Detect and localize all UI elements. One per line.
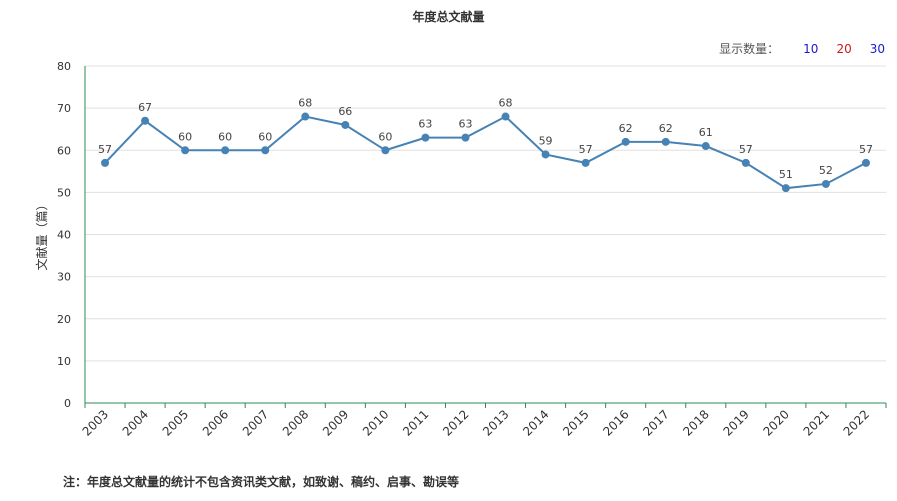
footnote: 注：年度总文献量的统计不包含资讯类文献，如致谢、稿约、启事、勘误等 [63,475,460,489]
data-label: 62 [659,122,673,135]
data-point [741,158,750,167]
display-count-option-10[interactable]: 10 [803,41,819,56]
data-label: 60 [218,130,232,143]
data-point [661,137,670,146]
data-point [861,158,870,167]
x-tick-label: 2013 [480,407,511,438]
x-tick-label: 2018 [680,407,711,438]
y-tick-label: 60 [57,144,71,157]
x-tick-label: 2020 [760,407,791,438]
y-tick-label: 40 [57,229,71,242]
data-label: 67 [138,101,152,114]
line-chart: 0 10 20 30 40 50 60 70 80 2003 2004 2005 2006 2007 200… [34,60,887,439]
x-tick-label: 2005 [160,407,191,438]
data-label: 51 [779,168,793,181]
y-tick-label: 0 [64,397,71,410]
data-point [421,133,430,142]
x-tick-label: 2014 [520,407,551,438]
data-label: 60 [378,130,392,143]
x-tick-label: 2010 [360,407,391,438]
series-line [104,115,867,190]
data-point [501,112,510,121]
display-count-selector: 显示数量： 10 20 30 [719,40,885,57]
data-label: 57 [98,143,112,156]
data-label: 62 [619,122,633,135]
data-label: 57 [859,143,873,156]
data-label: 59 [539,134,553,147]
data-point [101,158,110,167]
data-label: 66 [338,105,352,118]
y-tick-label: 80 [57,60,71,73]
x-tick-label: 2011 [400,407,431,438]
x-tick-label: 2004 [120,407,151,438]
data-label: 52 [819,164,833,177]
y-tick-label: 10 [57,355,71,368]
data-point [461,133,470,142]
x-tick-label: 2022 [841,407,872,438]
display-count-option-30[interactable]: 30 [869,41,885,56]
data-point [541,150,550,159]
y-tick-label: 30 [57,271,71,284]
x-tick-label: 2007 [240,407,271,438]
data-point [821,179,830,188]
data-label: 60 [178,130,192,143]
display-count-label: 显示数量： [719,42,780,56]
data-label: 68 [298,97,312,110]
y-tick-label: 20 [57,313,71,326]
data-point [181,146,190,155]
y-axis-title: 文献量（篇） [34,198,49,270]
x-tick-label: 2015 [560,407,591,438]
x-tick-label: 2012 [440,407,471,438]
data-label: 57 [579,143,593,156]
data-point [141,116,150,125]
y-tick-label: 50 [57,186,71,199]
data-point [301,112,310,121]
data-point [261,146,270,155]
x-tick-label: 2009 [320,407,351,438]
data-point [341,120,350,129]
data-label: 61 [699,126,713,139]
data-point [701,142,710,151]
x-tick-label: 2021 [801,407,832,438]
x-tick-label: 2008 [280,407,311,438]
line-chart-svg: 0 10 20 30 40 50 60 70 80 2003 2004 2005 2006 2007 200… [34,60,887,439]
data-label: 63 [418,118,432,131]
y-tick-label: 70 [57,102,71,115]
data-label: 63 [458,118,472,131]
x-tick-label: 2003 [80,407,111,438]
x-tick-label: 2019 [720,407,751,438]
chart-title: 年度总文献量 [412,10,485,24]
data-label: 57 [739,143,753,156]
x-tick-label: 2017 [640,407,671,438]
display-count-option-20[interactable]: 20 [836,41,852,56]
data-point [581,158,590,167]
x-tick-label: 2016 [600,407,631,438]
data-point [381,146,390,155]
data-label: 68 [499,97,513,110]
data-label: 60 [258,130,272,143]
data-point [221,146,230,155]
data-point [621,137,630,146]
x-tick-label: 2006 [200,407,231,438]
data-point [781,184,790,193]
